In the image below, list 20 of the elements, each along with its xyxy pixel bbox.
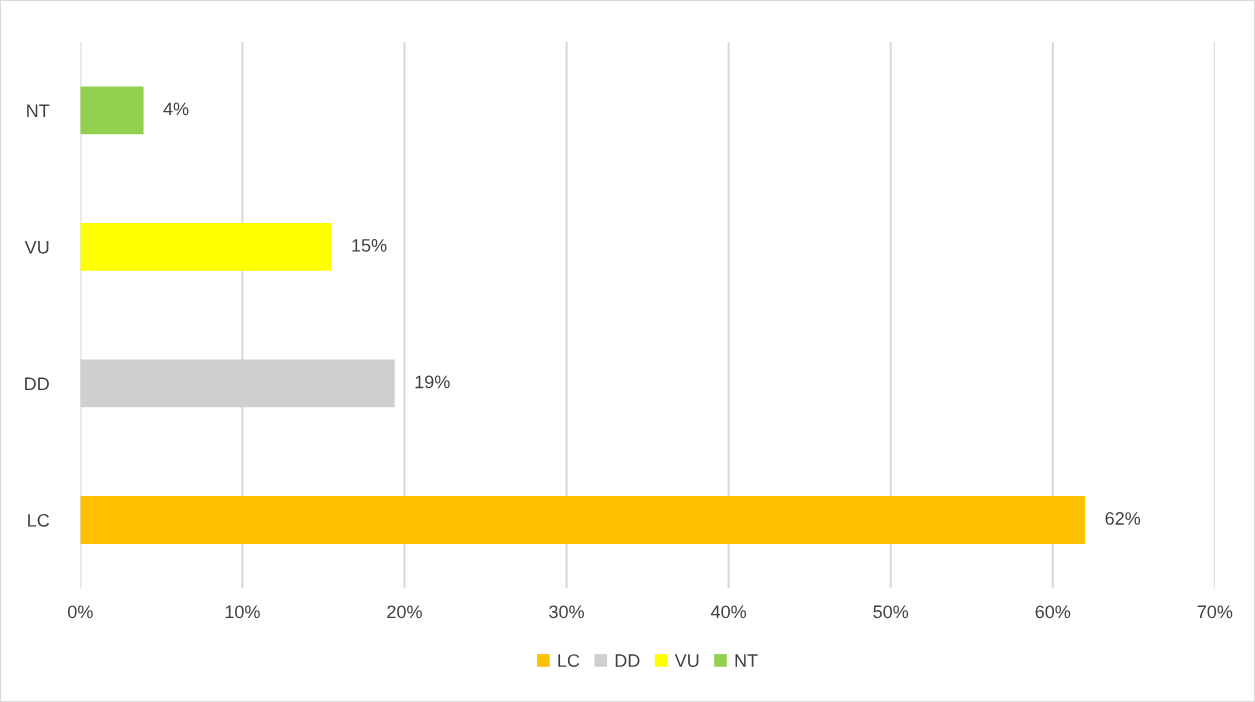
legend-label: DD <box>615 654 640 667</box>
legend-label: LC <box>558 654 580 667</box>
y-tick-label: LC <box>28 513 50 527</box>
x-tick-label: 10% <box>225 605 260 619</box>
legend-label: NT <box>735 654 758 667</box>
x-tick-label: 70% <box>1197 605 1233 619</box>
data-label: 62% <box>1105 512 1141 525</box>
y-tick-label: VU <box>24 241 49 254</box>
legend-label: VU <box>674 654 699 667</box>
x-tick-label: 50% <box>873 605 909 619</box>
x-tick-label: 30% <box>549 605 584 619</box>
x-tick-label: 20% <box>387 605 422 619</box>
y-tick-label: NT <box>27 104 50 117</box>
x-tick-label: 0% <box>67 605 93 619</box>
data-label: 4% <box>163 102 189 116</box>
data-label: 19% <box>415 375 450 389</box>
x-tick-label: 60% <box>1035 605 1071 619</box>
data-label: 15% <box>352 239 387 252</box>
y-tick-label: DD <box>25 377 49 391</box>
x-tick-label: 40% <box>710 605 747 619</box>
